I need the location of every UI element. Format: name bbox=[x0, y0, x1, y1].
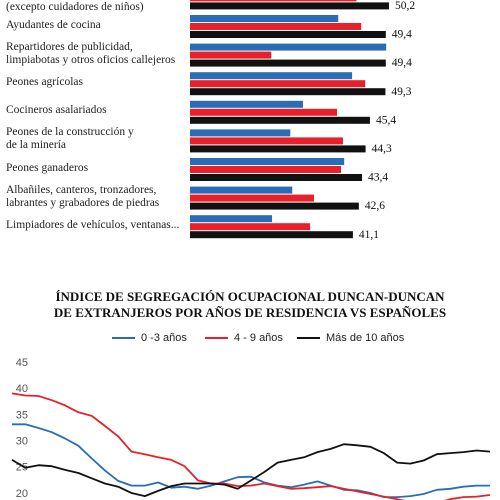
bar bbox=[190, 194, 315, 202]
line-series bbox=[11, 443, 491, 498]
category-label: Limpiadores de vehículos, ventanas... bbox=[6, 218, 180, 231]
value-label: 49,4 bbox=[392, 57, 412, 69]
y-tick-label: 45 bbox=[16, 357, 28, 369]
category-label: (excepto cuidadores de niños) bbox=[6, 0, 144, 13]
bar bbox=[190, 158, 345, 165]
category-label: Ayudantes de cocina bbox=[6, 18, 101, 31]
bar bbox=[190, 2, 389, 10]
value-label: 49,4 bbox=[392, 29, 412, 41]
bar bbox=[190, 166, 342, 173]
line-series bbox=[11, 392, 491, 500]
category-label: Peones agrícolas bbox=[6, 75, 83, 88]
value-label: 45,4 bbox=[376, 114, 396, 126]
category-label: Albañiles, canteros, tronzadores, labran… bbox=[6, 183, 160, 209]
bar bbox=[190, 145, 366, 153]
category-label: Peones ganaderos bbox=[6, 161, 89, 174]
value-label: 44,3 bbox=[372, 143, 392, 155]
value-label: 50,2 bbox=[395, 0, 415, 12]
value-label: 41,1 bbox=[359, 229, 379, 241]
category-label: Repartidores de publicidad, limpiabotas … bbox=[6, 40, 176, 66]
y-tick-label: 30 bbox=[16, 436, 28, 448]
bar bbox=[190, 23, 362, 30]
bar bbox=[190, 223, 311, 231]
bar bbox=[190, 231, 353, 239]
category-label: Peones de la construcción y de la minerí… bbox=[6, 126, 134, 152]
value-label: 49,3 bbox=[391, 86, 411, 98]
bar bbox=[190, 186, 293, 194]
legend-label: Más de 10 años bbox=[326, 332, 405, 344]
value-label: 43,4 bbox=[368, 172, 388, 184]
legend-label: 0 -3 años bbox=[141, 332, 187, 344]
bar bbox=[190, 72, 353, 80]
bar bbox=[190, 202, 359, 210]
bar bbox=[190, 43, 387, 51]
y-tick-label: 20 bbox=[16, 488, 28, 500]
chart-title: ÍNDICE DE SEGREGACIÓN OCUPACIONAL DUNCAN… bbox=[55, 289, 445, 304]
line-series bbox=[12, 423, 490, 499]
chart-title: DE EXTRANJEROS POR AÑOS DE RESIDENCIA VS… bbox=[54, 305, 446, 320]
bar bbox=[190, 0, 357, 2]
bar bbox=[190, 15, 339, 22]
bar bbox=[190, 108, 338, 116]
bar bbox=[190, 129, 291, 137]
value-label: 42,6 bbox=[365, 200, 385, 212]
bar bbox=[190, 31, 386, 38]
category-label: Cocineros asalariados bbox=[6, 104, 107, 117]
bar bbox=[190, 137, 343, 145]
bar bbox=[190, 215, 273, 223]
y-tick-label: 35 bbox=[16, 409, 28, 421]
bar bbox=[190, 100, 303, 108]
bar bbox=[190, 51, 272, 59]
bar bbox=[190, 88, 386, 96]
bar bbox=[190, 116, 370, 124]
bar bbox=[190, 80, 366, 88]
bar bbox=[190, 59, 386, 67]
legend-label: 4 - 9 años bbox=[234, 332, 283, 344]
bar bbox=[190, 174, 363, 181]
y-tick-label: 40 bbox=[16, 383, 28, 395]
